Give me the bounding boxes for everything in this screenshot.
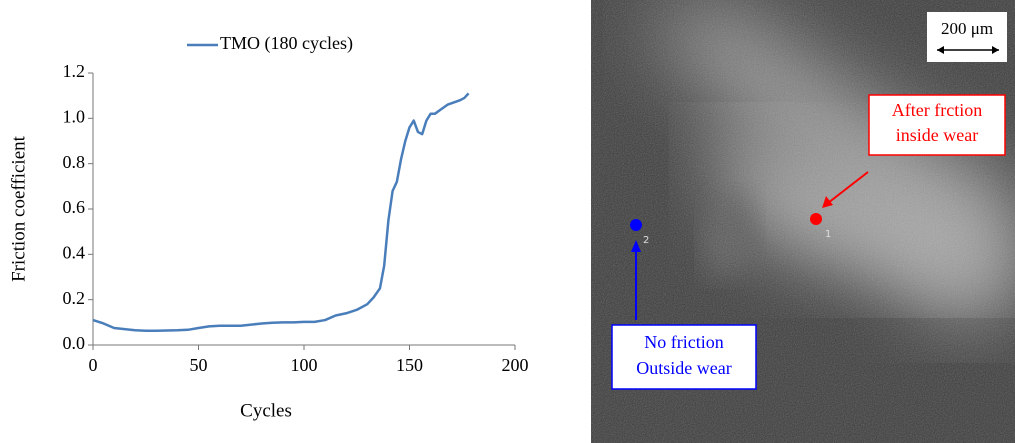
point-marker (810, 213, 822, 225)
micrograph: 200 μm After frction inside wear 1 No fr… (591, 0, 1015, 443)
legend-label: TMO (180 cycles) (220, 33, 353, 54)
annotation-text: No friction (644, 332, 723, 352)
scale-box (927, 12, 1007, 62)
y-axis-label: Friction coefficient (8, 135, 29, 282)
x-tick-label: 200 (502, 355, 529, 375)
arrowhead (631, 240, 641, 252)
annotation-text: inside wear (896, 125, 978, 145)
y-tick-label: 0.4 (63, 242, 86, 262)
y-tick-label: 0.6 (63, 197, 86, 217)
point-label: 2 (643, 235, 649, 246)
point-marker (630, 219, 642, 231)
x-tick-label: 150 (396, 355, 423, 375)
scale-bar-label: 200 μm (941, 19, 993, 38)
annotation-box (611, 324, 757, 390)
y-tick-label: 1.2 (63, 61, 86, 81)
y-tick-label: 0.8 (63, 152, 86, 172)
scale-arrowheads (937, 46, 999, 54)
annotation-text: After frction (892, 100, 982, 120)
point-label: 1 (825, 229, 831, 240)
x-axis-label: Cycles (240, 400, 292, 421)
x-tick-label: 50 (190, 355, 208, 375)
y-tick-label: 1.0 (63, 106, 86, 126)
annotation-box (868, 94, 1006, 156)
arrow (827, 171, 869, 204)
y-tick-label: 0.2 (63, 288, 86, 308)
annotation-text: Outside wear (636, 358, 731, 378)
x-tick-label: 100 (291, 355, 318, 375)
arrowhead (822, 196, 833, 208)
chart: Cycles Friction coefficient 0.0 0.2 0.4 0.6… (8, 33, 528, 421)
series-line (92, 92, 470, 332)
y-tick-label: 0.0 (63, 333, 86, 353)
x-tick-label: 0 (89, 355, 98, 375)
